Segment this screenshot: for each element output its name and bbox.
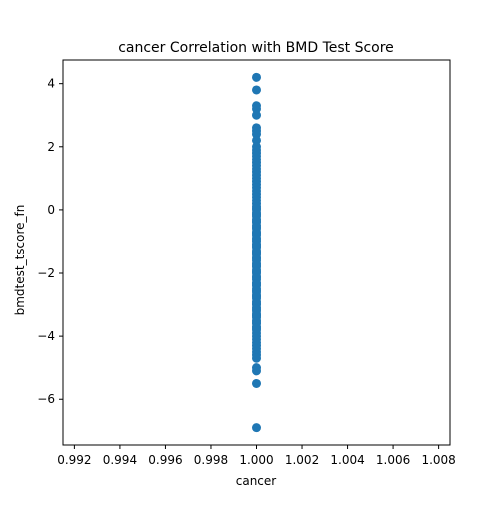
y-tick-label: 0 [47, 203, 55, 217]
y-axis-ticks: −6 −4 −2 0 2 4 [37, 77, 63, 406]
scatter-point [252, 423, 261, 433]
scatter-point [252, 311, 261, 321]
scatter-point [252, 273, 261, 283]
y-axis-label: bmdtest_tscore_fn [13, 205, 27, 316]
scatter-point [252, 378, 261, 388]
scatter-point [252, 135, 261, 145]
scatter-point [252, 216, 261, 226]
scatter-point [252, 317, 261, 327]
x-tick-label: 1.000 [239, 453, 273, 467]
y-tick-label: −2 [37, 266, 55, 280]
y-tick-label: −4 [37, 329, 55, 343]
x-tick-label: 0.998 [194, 453, 228, 467]
x-tick-label: 1.006 [376, 453, 410, 467]
scatter-point [252, 203, 261, 213]
scatter-point [252, 323, 261, 333]
scatter-point [252, 285, 261, 295]
scatter-point [252, 353, 261, 363]
x-tick-label: 0.992 [57, 453, 91, 467]
y-tick-label: 4 [47, 77, 55, 91]
scatter-point [252, 72, 261, 82]
scatter-point [252, 254, 261, 264]
x-tick-label: 0.994 [103, 453, 137, 467]
chart-title: cancer Correlation with BMD Test Score [118, 40, 394, 56]
x-axis-ticks: 0.992 0.994 0.996 0.998 1.000 1.002 1.004 1.006… [57, 445, 456, 467]
scatter-point [252, 235, 261, 245]
scatter-point [252, 110, 261, 120]
scatter-point [252, 366, 261, 376]
y-tick-label: 2 [47, 140, 55, 154]
scatter-point [252, 222, 261, 232]
scatter-point [252, 266, 261, 276]
scatter-point [252, 241, 261, 251]
scatter-point [252, 292, 261, 302]
scatter-point [252, 304, 261, 314]
y-tick-label: −6 [37, 392, 55, 406]
scatter-point [252, 85, 261, 95]
x-tick-label: 1.008 [421, 453, 455, 467]
x-tick-label: 1.004 [330, 453, 364, 467]
x-tick-label: 1.002 [285, 453, 319, 467]
scatter-point [252, 298, 261, 308]
scatter-point [252, 129, 261, 139]
x-tick-label: 0.996 [148, 453, 182, 467]
scatter-point [252, 260, 261, 270]
scatter-point [252, 104, 261, 114]
x-axis-label: cancer [236, 474, 277, 488]
scatter-point [252, 229, 261, 239]
scatter-point [252, 248, 261, 257]
points-layer [252, 72, 261, 433]
scatter-point [252, 210, 261, 220]
scatter-point [252, 279, 261, 289]
